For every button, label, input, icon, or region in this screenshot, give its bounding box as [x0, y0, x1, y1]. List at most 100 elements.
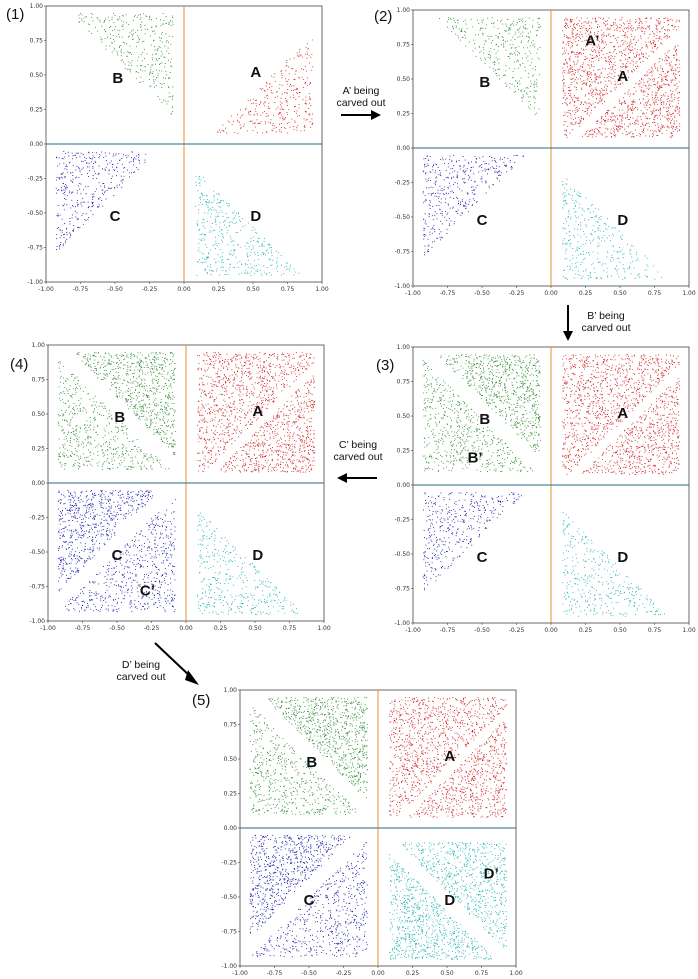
x-tick-label: 0.25 [212, 286, 226, 293]
region-label-b: B [306, 754, 317, 771]
scatter-A-prime [389, 697, 508, 816]
step-number-2: (2) [374, 8, 393, 25]
x-tick-label: -0.50 [107, 286, 123, 293]
y-tick-label: -0.50 [221, 894, 237, 901]
panel-3: -1.00 -0.75 -0.50 -0.25 0.00 0.25 0.50 0.75 1.00… [394, 341, 695, 634]
y-tick-label: 0.75 [30, 38, 44, 45]
scatter-A [409, 721, 508, 818]
region-label-b: B [114, 409, 125, 426]
y-tick-label: -0.75 [27, 245, 43, 252]
x-tick-label: 0.50 [440, 970, 454, 977]
arrow-label-3: C’ being carved out [322, 439, 394, 463]
x-tick-label: -0.25 [142, 286, 158, 293]
step-number-5: (5) [192, 692, 211, 709]
x-tick-label: -1.00 [40, 625, 56, 632]
scatter-A-prime [562, 354, 680, 475]
y-tick-label: 0.75 [397, 379, 411, 386]
x-tick-label: 0.25 [214, 625, 228, 632]
arrow-left-icon [337, 473, 377, 483]
y-tick-label: -0.50 [394, 214, 410, 221]
arrow-right-icon [341, 110, 381, 120]
y-tick-label: 0.25 [30, 107, 44, 114]
arrow-label-2-line1: B’ being [587, 310, 625, 322]
scatter-C [249, 834, 350, 934]
scatter-A [220, 375, 316, 473]
arrow-label-1-line1: A’ being [342, 85, 380, 97]
x-tick-label: -1.00 [405, 627, 421, 634]
scatter-C [57, 490, 153, 592]
y-tick-label: -1.00 [221, 963, 237, 970]
scatter-B [439, 17, 541, 115]
y-tick-label: 0.25 [32, 446, 46, 453]
scatter-D [195, 175, 300, 276]
region-label-d2: D’ [484, 866, 499, 883]
y-tick-label: 0.75 [224, 722, 238, 729]
arrow-label-3-line2: carved out [333, 451, 383, 463]
x-tick-label: -0.25 [509, 290, 525, 297]
scatter-C [55, 151, 147, 250]
x-tick-label: 0.75 [648, 627, 662, 634]
x-tick-label: 0.75 [648, 290, 662, 297]
y-tick-label: -0.25 [394, 180, 410, 187]
y-tick-label: 1.00 [32, 342, 46, 349]
y-tick-label: -1.00 [27, 279, 43, 286]
arrow-label-2: B’ being carved out [570, 310, 642, 334]
region-label-c: C [110, 208, 121, 225]
region-label-c: C [477, 212, 488, 229]
step-number-1: (1) [6, 6, 25, 23]
x-tick-label: 0.50 [246, 286, 260, 293]
arrow-label-1-line2: carved out [336, 97, 386, 109]
arrow-label-2-line2: carved out [581, 322, 631, 334]
y-tick-label: 1.00 [397, 344, 411, 351]
y-tick-label: -0.75 [29, 584, 45, 591]
scatter-A-prime [562, 17, 680, 138]
region-label-a: A [617, 405, 628, 422]
x-tick-label: 0.00 [177, 286, 191, 293]
x-tick-label: -0.25 [336, 970, 352, 977]
x-tick-label: -0.25 [144, 625, 160, 632]
scatter-D-prime [402, 842, 507, 948]
y-tick-label: -0.50 [29, 549, 45, 556]
panel-4: -1.00 -0.75 -0.50 -0.25 0.00 0.25 0.50 0.75 1.00… [29, 339, 330, 632]
region-label-a: A [252, 403, 263, 420]
y-tick-label: 0.00 [224, 825, 238, 832]
arrow-label-4-line2: carved out [116, 671, 166, 683]
x-tick-label: 0.50 [613, 290, 627, 297]
scatter-A [217, 39, 314, 134]
scatter-B-prime [57, 361, 170, 470]
arrow-label-3-line1: C’ being [338, 439, 378, 451]
y-tick-label: 0.00 [30, 141, 44, 148]
y-tick-label: -0.50 [27, 210, 43, 217]
region-label-c: C [112, 547, 123, 564]
y-tick-label: -1.00 [394, 283, 410, 290]
y-tick-label: 0.50 [397, 413, 411, 420]
x-tick-label: 0.00 [544, 290, 558, 297]
scatter-D [562, 178, 662, 280]
region-label-c: C [304, 892, 315, 909]
y-tick-label: -1.00 [29, 618, 45, 625]
region-label-c2: C’ [140, 583, 155, 600]
y-tick-label: 0.25 [397, 111, 411, 118]
region-label-d: D [252, 547, 263, 564]
x-tick-label: -1.00 [38, 286, 54, 293]
scatter-D [197, 512, 299, 615]
x-tick-label: -0.75 [75, 625, 91, 632]
x-tick-label: 0.50 [248, 625, 262, 632]
region-label-d: D [444, 892, 455, 909]
region-label-b2: B’ [468, 449, 483, 466]
y-tick-label: -0.50 [394, 551, 410, 558]
scatter-C [422, 492, 522, 591]
scatter-C-prime [64, 499, 176, 613]
region-label-b: B [112, 70, 123, 87]
y-tick-label: 1.00 [30, 3, 44, 10]
region-label-a2: A’ [585, 32, 599, 49]
y-tick-label: 0.25 [224, 791, 238, 798]
panel-2: -1.00 -0.75 -0.50 -0.25 0.00 0.25 0.50 0.75 1.00… [394, 4, 695, 297]
region-label-d: D [617, 212, 628, 229]
x-tick-label: -0.75 [440, 627, 456, 634]
y-tick-label: 0.75 [397, 42, 411, 49]
x-tick-label: 0.00 [544, 627, 558, 634]
arrow-down-icon [563, 305, 573, 341]
arrow-label-1: A’ being carved out [326, 85, 396, 109]
scatter-C [422, 154, 525, 256]
